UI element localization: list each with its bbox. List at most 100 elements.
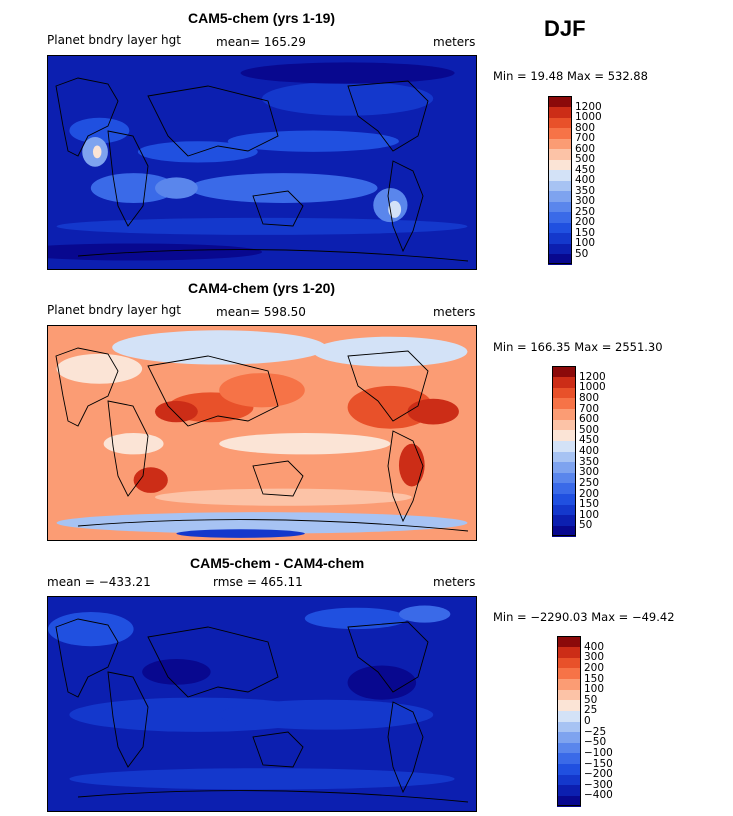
field-region	[112, 330, 327, 365]
colorbar-box	[552, 482, 576, 494]
field-region	[90, 173, 177, 203]
colorbar-tick-label: 350	[575, 184, 596, 197]
colorbar-tick-label: 300	[575, 195, 596, 207]
colorbar-box	[548, 190, 572, 202]
colorbar-tick-label: 150	[584, 672, 605, 685]
coastline	[347, 80, 429, 152]
panel-1-map	[47, 55, 477, 270]
panel-2-map-canvas	[48, 326, 476, 540]
colorbar-box	[548, 232, 572, 244]
colorbar-box	[557, 742, 581, 754]
colorbar-tick-label: 450	[579, 434, 600, 447]
colorbar-tick-label: 450	[575, 163, 596, 176]
field-region	[142, 659, 211, 685]
colorbar-box	[548, 201, 572, 212]
coastline	[252, 731, 304, 768]
panel-1-max-label: Max =	[566, 69, 605, 83]
colorbar-box	[552, 472, 576, 484]
coastline	[107, 671, 149, 768]
colorbar-tick-label: 50	[575, 247, 589, 260]
field-region	[347, 665, 417, 700]
colorbar-tick-label: 100	[575, 237, 596, 249]
colorbar-box	[548, 253, 572, 265]
colorbar-box	[552, 493, 576, 505]
colorbar-box	[552, 397, 576, 409]
panel-3-rmse: rmse = 465.11	[213, 575, 303, 589]
colorbar-tick-label: 25	[584, 704, 598, 717]
colorbar-tick-label: 200	[584, 661, 605, 674]
colorbar-tick-label: 50	[584, 693, 598, 706]
colorbar-tick-label: 1200	[575, 100, 602, 113]
field-region	[262, 81, 434, 116]
colorbar-box	[552, 461, 576, 473]
colorbar-box	[548, 106, 572, 118]
panel-3-mean-label: mean =	[47, 575, 95, 589]
colorbar-tick-label: 1200	[579, 370, 606, 383]
panel-1-min-value: 19.48	[530, 69, 564, 83]
panel-1-map-canvas	[48, 56, 476, 269]
colorbar-frame	[557, 636, 581, 806]
colorbar-box	[552, 376, 576, 388]
field-region	[227, 130, 399, 152]
colorbar-box	[552, 525, 576, 537]
panel-3-max-label: Max =	[591, 610, 629, 624]
colorbar-tick-label: 200	[579, 487, 600, 500]
colorbar-box	[557, 657, 581, 669]
colorbar-tick-label: 400	[575, 174, 596, 186]
colorbar-tick-label: 1000	[575, 111, 602, 123]
panel-2-min-value: 166.35	[530, 340, 571, 354]
field-region	[176, 529, 305, 538]
colorbar-tick-label: 100	[584, 683, 605, 696]
panel-2-min-label: Min =	[493, 340, 527, 354]
panel-1-units: meters	[433, 35, 476, 49]
colorbar-tick-label: 350	[579, 455, 600, 468]
coastline	[347, 621, 429, 693]
colorbar-tick-label: 600	[575, 142, 596, 155]
panel-1-mean: mean= 165.29	[216, 35, 306, 49]
colorbar-frame	[552, 366, 576, 536]
colorbar-box	[557, 667, 581, 679]
colorbar-box	[548, 96, 572, 107]
colorbar-box	[557, 763, 581, 775]
colorbar-box	[557, 795, 581, 807]
coastline	[252, 460, 304, 497]
panel-1-colorbar: 50 100 150 200 250 300 350 400 450 500 600 700 800 10…	[548, 96, 608, 265]
colorbar-box	[548, 243, 572, 254]
coastline	[147, 355, 279, 427]
colorbar-box	[548, 169, 572, 181]
colorbar-tick-label: 250	[579, 476, 600, 489]
panel-1-max-value: 532.88	[607, 69, 648, 83]
field-region	[398, 443, 425, 487]
field-region	[240, 62, 455, 84]
colorbar-tick-label: 500	[579, 423, 600, 436]
colorbar-box	[557, 678, 581, 690]
colorbar-tick-label: 300	[584, 651, 605, 664]
colorbar-tick-label: 600	[579, 413, 600, 426]
colorbar-box	[552, 504, 576, 516]
colorbar-box	[552, 366, 576, 378]
colorbar-box	[557, 699, 581, 711]
colorbar-tick-label: −300	[584, 778, 613, 791]
colorbar-box	[557, 731, 581, 743]
panel-2-colorbar: 50 100 150 200 250 300 350 400 450 500 600 700 800 10…	[552, 366, 612, 537]
season-label: DJF	[544, 16, 586, 41]
panel-2-max-label: Max =	[574, 340, 612, 354]
colorbar-box	[557, 752, 581, 764]
colorbar-box	[557, 774, 581, 786]
colorbar-tick-label: 50	[579, 519, 593, 532]
colorbar-box	[557, 646, 581, 658]
colorbar-tick-label: −25	[584, 725, 607, 738]
colorbar-box	[552, 429, 576, 441]
coastline	[77, 519, 469, 532]
panel-1-minmax: Min = 19.48 Max = 532.88	[493, 69, 648, 83]
panel-3-max-value: −49.42	[631, 610, 675, 624]
colorbar-tick-label: 0	[584, 715, 591, 727]
panel-3-rmse-label: rmse =	[213, 575, 257, 589]
colorbar-tick-label: 200	[575, 216, 596, 228]
panel-3-min-value: −2290.03	[530, 610, 588, 624]
field-region	[219, 433, 391, 455]
colorbar-tick-label: 250	[575, 205, 596, 218]
field-region	[155, 177, 198, 199]
field-region	[48, 611, 134, 647]
field-region	[137, 141, 258, 163]
